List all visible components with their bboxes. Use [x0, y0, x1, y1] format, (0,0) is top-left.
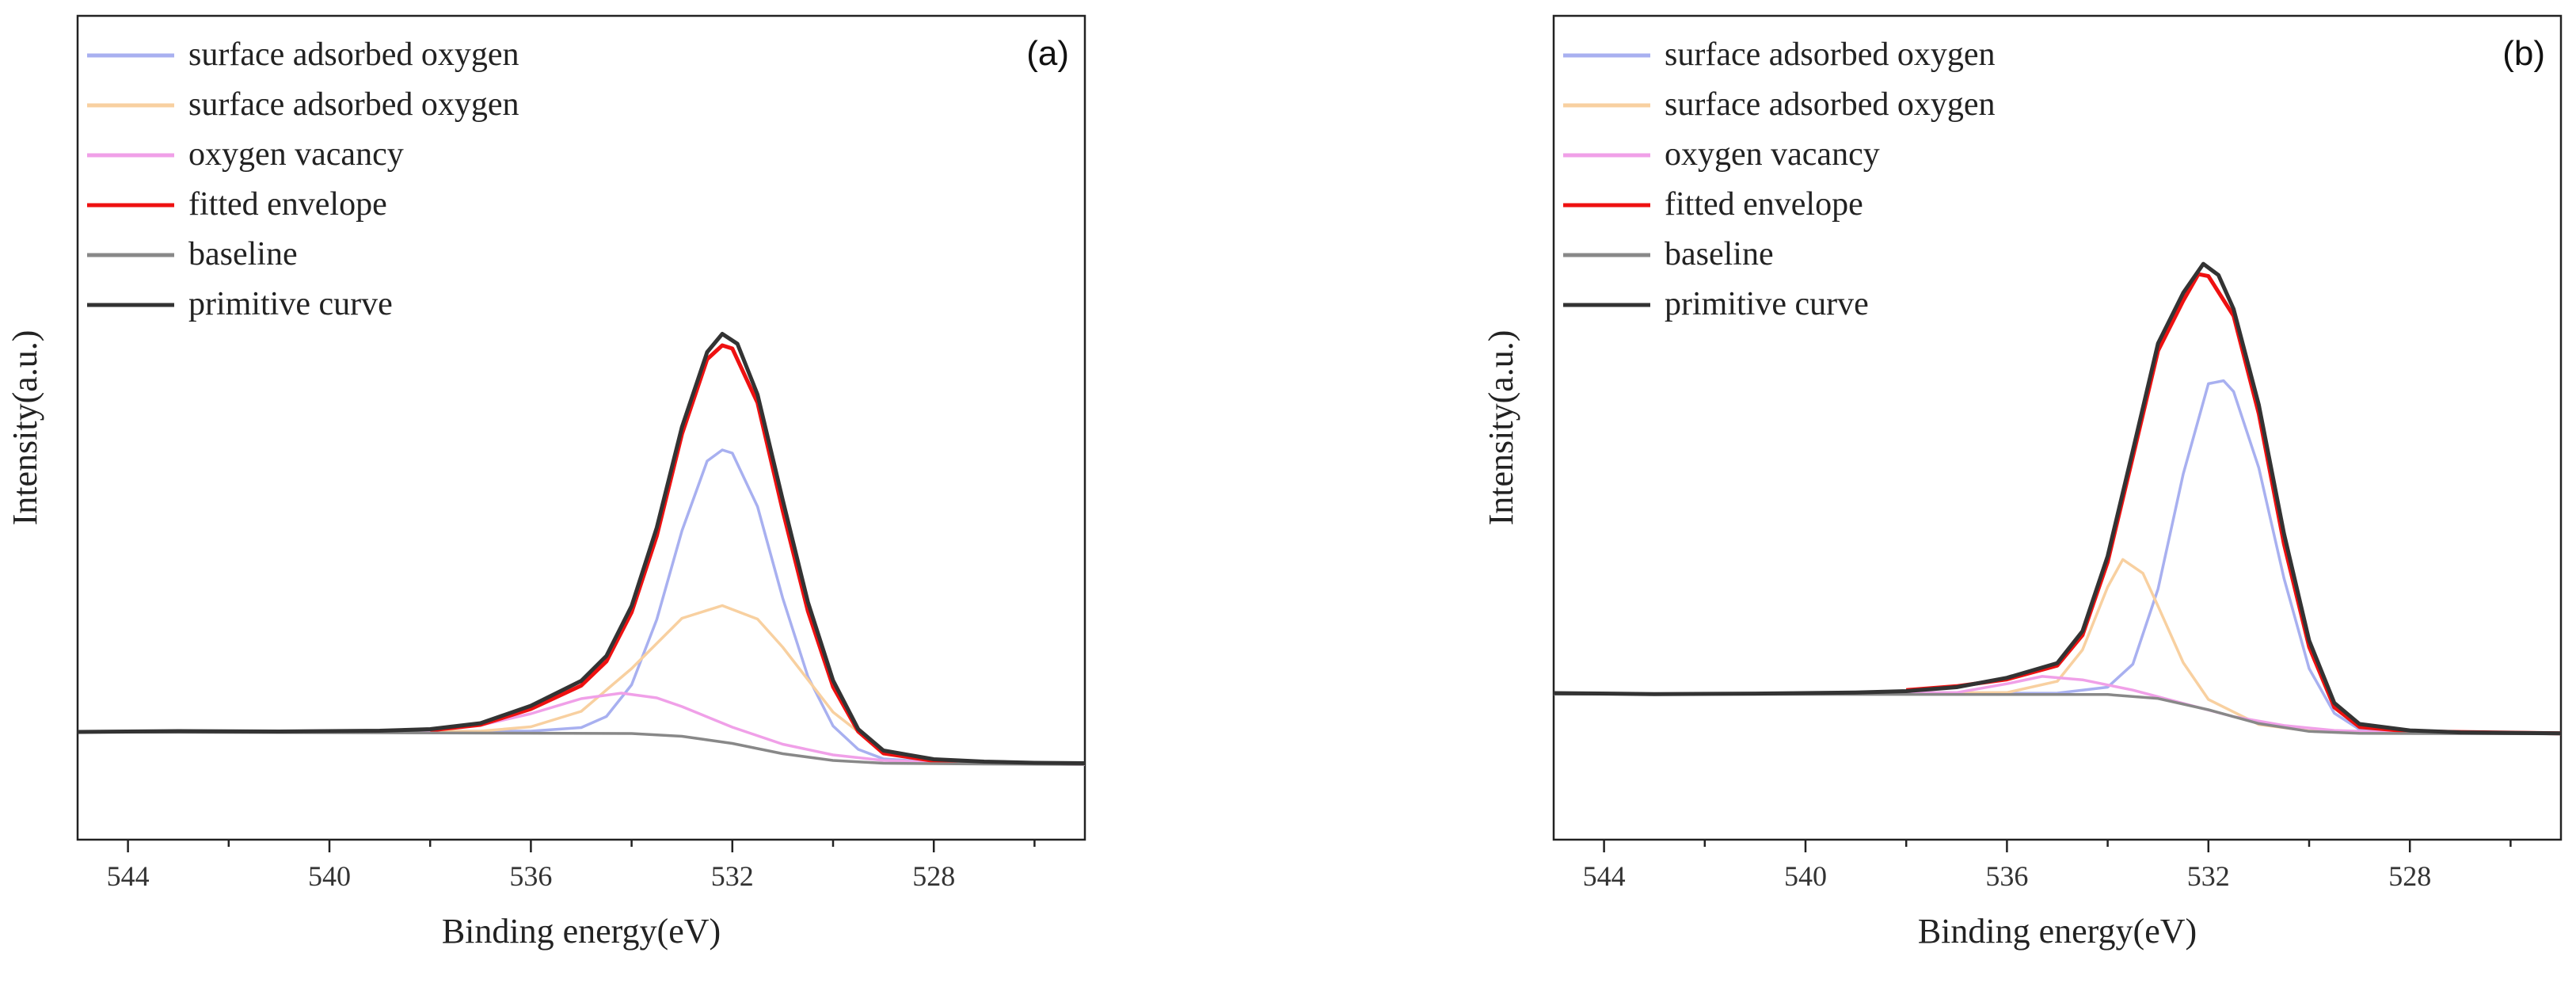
legend-label: surface adsorbed oxygen — [1665, 36, 1996, 73]
x-tick-label: 528 — [912, 860, 955, 892]
series-line — [1554, 675, 2561, 736]
legend-label: fitted envelope — [1665, 186, 1863, 223]
legend-label: surface adsorbed oxygen — [1665, 86, 1996, 123]
series-line — [1906, 272, 2561, 736]
series-line — [78, 332, 1085, 765]
x-tick-label: 536 — [509, 860, 552, 892]
series-line — [429, 343, 1085, 766]
series-line — [1554, 379, 2561, 736]
series-line — [78, 730, 1085, 766]
legend-label: surface adsorbed oxygen — [188, 36, 519, 73]
panel-label: (b) — [2502, 34, 2545, 73]
x-axis-title: Binding energy(eV) — [1918, 912, 2197, 951]
x-tick-label: 544 — [107, 860, 150, 892]
series-group — [1554, 261, 2561, 736]
series-line — [1554, 261, 2561, 736]
legend-label: surface adsorbed oxygen — [188, 86, 519, 123]
series-group — [78, 332, 1085, 766]
plot-frame — [1552, 14, 2563, 841]
legend-label: baseline — [1665, 236, 1774, 272]
x-tick-label: 532 — [2187, 860, 2230, 892]
x-tick-label: 536 — [1985, 860, 2028, 892]
x-tick-label: 532 — [711, 860, 754, 892]
legend-label: fitted envelope — [188, 186, 387, 223]
legend-label: primitive curve — [1665, 286, 1869, 322]
x-tick-label: 528 — [2388, 860, 2431, 892]
legend: surface adsorbed oxygen surface adsorbed … — [87, 36, 519, 322]
plot-frame — [76, 14, 1086, 841]
legend-label: baseline — [188, 236, 298, 272]
legend: surface adsorbed oxygen surface adsorbed … — [1563, 36, 1996, 322]
y-axis-title: Intensity(a.u.) — [1482, 330, 1520, 526]
legend-label: oxygen vacancy — [188, 136, 404, 173]
series-line — [78, 448, 1085, 766]
panel-label: (a) — [1026, 34, 1069, 73]
chart-panel: 544 540 536 532 528 Binding energy(eV) Intensi… — [6, 14, 1086, 951]
x-tick-label: 540 — [308, 860, 351, 892]
legend-label: oxygen vacancy — [1665, 136, 1880, 173]
x-tick-label: 544 — [1583, 860, 1626, 892]
y-axis-title: Intensity(a.u.) — [6, 330, 44, 526]
x-axis-title: Binding energy(eV) — [442, 912, 721, 951]
series-line — [1554, 692, 2561, 736]
x-tick-label: 540 — [1784, 860, 1827, 892]
legend-label: primitive curve — [188, 286, 393, 322]
chart-panel: 544 540 536 532 528 Binding energy(eV) Intensi… — [1482, 14, 2563, 951]
series-line — [1554, 558, 2561, 736]
